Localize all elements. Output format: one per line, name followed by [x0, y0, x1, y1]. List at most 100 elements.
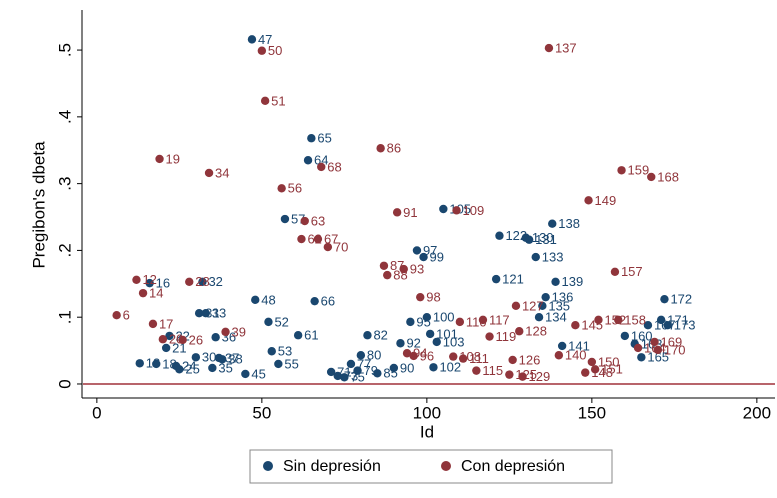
point — [132, 275, 141, 284]
point — [485, 332, 494, 341]
point-label: 137 — [555, 41, 577, 56]
point-label: 129 — [529, 369, 551, 384]
point — [534, 312, 544, 322]
point — [373, 369, 382, 378]
point-label: 172 — [670, 292, 692, 307]
point — [138, 288, 148, 298]
point-label: 98 — [426, 290, 440, 305]
point-label: 39 — [232, 324, 246, 339]
x-tick-label: 100 — [413, 403, 441, 422]
point-label: 102 — [439, 360, 461, 375]
point — [511, 301, 521, 311]
point — [425, 329, 435, 339]
point-label: 53 — [278, 344, 292, 359]
point — [544, 43, 554, 53]
point-label: 17 — [159, 316, 173, 331]
point-label: 91 — [403, 205, 417, 220]
point-label: 135 — [548, 298, 570, 313]
point — [656, 315, 666, 325]
point — [590, 365, 600, 374]
point-label: 151 — [601, 362, 623, 377]
point-label: 128 — [525, 324, 547, 339]
point-label: 64 — [314, 153, 328, 168]
point — [571, 321, 580, 330]
point — [135, 359, 144, 368]
point-label: 48 — [261, 292, 275, 307]
point-label: 24 — [182, 358, 196, 373]
point-label: 90 — [400, 360, 414, 375]
point — [185, 277, 194, 287]
point — [161, 343, 171, 353]
point — [396, 339, 405, 348]
point — [152, 359, 161, 369]
point — [663, 321, 672, 330]
x-tick-label: 0 — [92, 403, 101, 422]
point-label: 92 — [406, 336, 420, 351]
point-label: 21 — [172, 340, 186, 355]
point-label: 130 — [532, 230, 554, 245]
point — [495, 231, 504, 240]
point — [310, 296, 319, 306]
point-label: 63 — [311, 213, 325, 228]
point — [633, 343, 643, 353]
y-tick-label: .4 — [55, 110, 74, 124]
point-label: 127 — [522, 298, 544, 313]
point — [432, 337, 441, 347]
point-label: 45 — [251, 366, 265, 381]
point — [647, 172, 656, 182]
point-label: 12 — [142, 272, 156, 287]
point — [548, 219, 557, 228]
point — [383, 270, 392, 280]
point — [538, 301, 547, 311]
point — [175, 365, 184, 374]
point — [280, 214, 290, 224]
point-label: 77 — [357, 356, 371, 371]
point — [194, 308, 204, 318]
point-label: 88 — [393, 268, 407, 283]
x-axis-label: Id — [420, 422, 434, 441]
point — [267, 347, 276, 356]
point — [274, 359, 283, 369]
point-label: 103 — [443, 334, 465, 349]
point — [389, 363, 399, 373]
point-label: 47 — [258, 32, 272, 47]
point-label: 86 — [387, 141, 401, 156]
point-label: 38 — [228, 352, 242, 367]
point-label: 109 — [463, 203, 485, 218]
point — [557, 341, 567, 351]
point — [429, 363, 438, 372]
point — [165, 331, 174, 341]
point — [637, 353, 646, 362]
point-label: 16 — [156, 276, 170, 291]
point — [257, 46, 267, 55]
point-label: 14 — [149, 286, 163, 301]
y-tick-label: .5 — [55, 43, 74, 57]
point — [317, 162, 326, 172]
point — [178, 335, 187, 345]
point — [610, 267, 620, 276]
point-label: 50 — [268, 43, 282, 58]
point-label: 52 — [274, 314, 288, 329]
point — [402, 349, 412, 358]
point — [587, 357, 597, 367]
point — [340, 373, 349, 382]
point-label: 37 — [225, 350, 239, 365]
point-label: 157 — [621, 264, 643, 279]
point — [363, 331, 372, 340]
point — [478, 315, 488, 325]
y-tick-label: .1 — [55, 310, 74, 324]
point — [333, 371, 342, 381]
point-label: 158 — [624, 312, 646, 327]
x-tick-label: 150 — [578, 403, 606, 422]
point-label: 97 — [423, 243, 437, 258]
point-label: 31 — [205, 306, 219, 321]
point-label: 169 — [661, 334, 683, 349]
point-label: 67 — [324, 231, 338, 246]
point-label: 149 — [595, 193, 617, 208]
point — [191, 353, 201, 362]
point-label: 19 — [166, 151, 180, 166]
point-label: 85 — [383, 366, 397, 381]
point-label: 70 — [334, 240, 348, 255]
point — [260, 96, 270, 106]
point — [455, 317, 465, 327]
